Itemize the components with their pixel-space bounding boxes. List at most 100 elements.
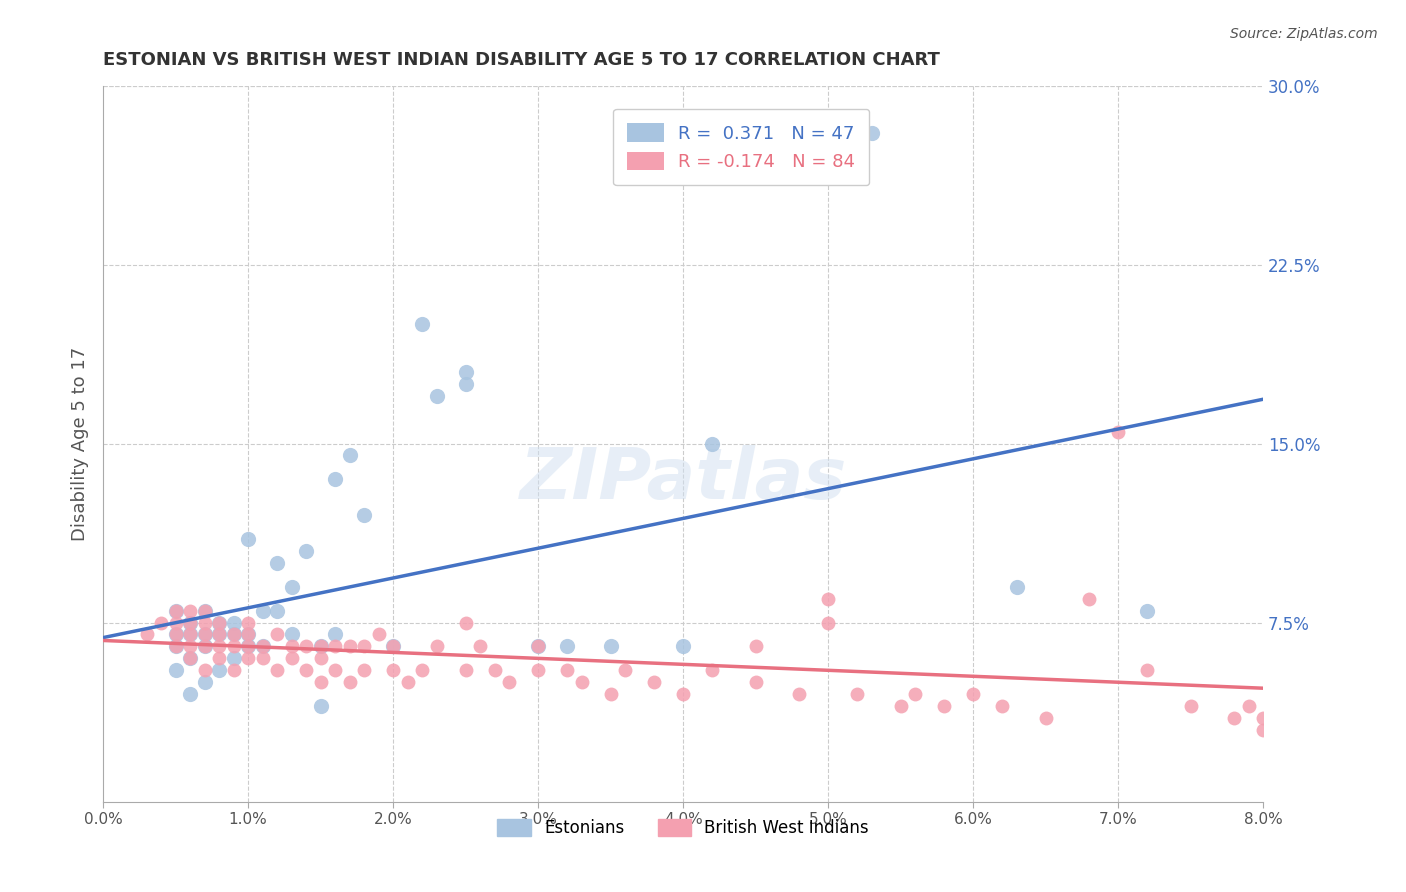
Point — [890, 699, 912, 714]
Point — [236, 640, 259, 654]
Point — [614, 663, 637, 677]
Point — [353, 640, 375, 654]
Point — [165, 627, 187, 641]
Point — [165, 663, 187, 677]
Point — [179, 640, 201, 654]
Point — [555, 640, 578, 654]
Point — [1251, 711, 1274, 725]
Point — [702, 663, 724, 677]
Point — [194, 675, 217, 690]
Point — [527, 640, 550, 654]
Text: Source: ZipAtlas.com: Source: ZipAtlas.com — [1230, 27, 1378, 41]
Point — [165, 604, 187, 618]
Point — [1237, 699, 1260, 714]
Point — [353, 663, 375, 677]
Point — [208, 615, 231, 630]
Point — [339, 640, 361, 654]
Point — [179, 627, 201, 641]
Point — [599, 640, 621, 654]
Point — [252, 640, 274, 654]
Point — [846, 687, 869, 701]
Point — [672, 687, 695, 701]
Point — [1136, 663, 1159, 677]
Point — [208, 640, 231, 654]
Point — [194, 627, 217, 641]
Point — [1251, 723, 1274, 737]
Point — [252, 604, 274, 618]
Point — [454, 615, 477, 630]
Point — [236, 651, 259, 665]
Point — [904, 687, 927, 701]
Point — [323, 663, 346, 677]
Point — [236, 532, 259, 546]
Point — [426, 389, 449, 403]
Point — [222, 627, 245, 641]
Point — [817, 591, 839, 606]
Point — [135, 627, 157, 641]
Point — [571, 675, 593, 690]
Point — [165, 640, 187, 654]
Point — [498, 675, 520, 690]
Point — [194, 640, 217, 654]
Point — [382, 640, 405, 654]
Point — [702, 436, 724, 450]
Point — [323, 640, 346, 654]
Point — [165, 627, 187, 641]
Point — [1035, 711, 1057, 725]
Point — [194, 615, 217, 630]
Point — [295, 663, 318, 677]
Point — [222, 663, 245, 677]
Point — [744, 675, 766, 690]
Point — [309, 640, 332, 654]
Point — [744, 640, 766, 654]
Point — [194, 604, 217, 618]
Point — [1078, 591, 1101, 606]
Point — [266, 604, 288, 618]
Point — [527, 663, 550, 677]
Point — [599, 687, 621, 701]
Point — [527, 640, 550, 654]
Point — [1005, 580, 1028, 594]
Point — [179, 615, 201, 630]
Point — [266, 663, 288, 677]
Text: ESTONIAN VS BRITISH WEST INDIAN DISABILITY AGE 5 TO 17 CORRELATION CHART: ESTONIAN VS BRITISH WEST INDIAN DISABILI… — [103, 51, 941, 69]
Point — [179, 604, 201, 618]
Point — [411, 663, 433, 677]
Point — [1180, 699, 1202, 714]
Point — [252, 640, 274, 654]
Point — [280, 580, 302, 594]
Point — [309, 675, 332, 690]
Point — [165, 604, 187, 618]
Point — [454, 663, 477, 677]
Point — [382, 663, 405, 677]
Point — [266, 556, 288, 570]
Point — [1223, 711, 1246, 725]
Point — [454, 376, 477, 391]
Point — [672, 640, 695, 654]
Point — [787, 687, 810, 701]
Point — [309, 651, 332, 665]
Point — [353, 508, 375, 523]
Point — [411, 317, 433, 331]
Y-axis label: Disability Age 5 to 17: Disability Age 5 to 17 — [72, 346, 89, 541]
Point — [309, 640, 332, 654]
Point — [295, 640, 318, 654]
Point — [179, 651, 201, 665]
Point — [266, 627, 288, 641]
Point — [194, 640, 217, 654]
Point — [643, 675, 665, 690]
Point — [470, 640, 492, 654]
Point — [222, 615, 245, 630]
Point — [194, 663, 217, 677]
Point — [934, 699, 956, 714]
Point — [179, 615, 201, 630]
Point — [280, 640, 302, 654]
Point — [280, 651, 302, 665]
Point — [280, 627, 302, 641]
Point — [817, 615, 839, 630]
Point — [426, 640, 449, 654]
Legend: Estonians, British West Indians: Estonians, British West Indians — [491, 812, 876, 843]
Point — [1107, 425, 1129, 439]
Point — [236, 627, 259, 641]
Point — [179, 651, 201, 665]
